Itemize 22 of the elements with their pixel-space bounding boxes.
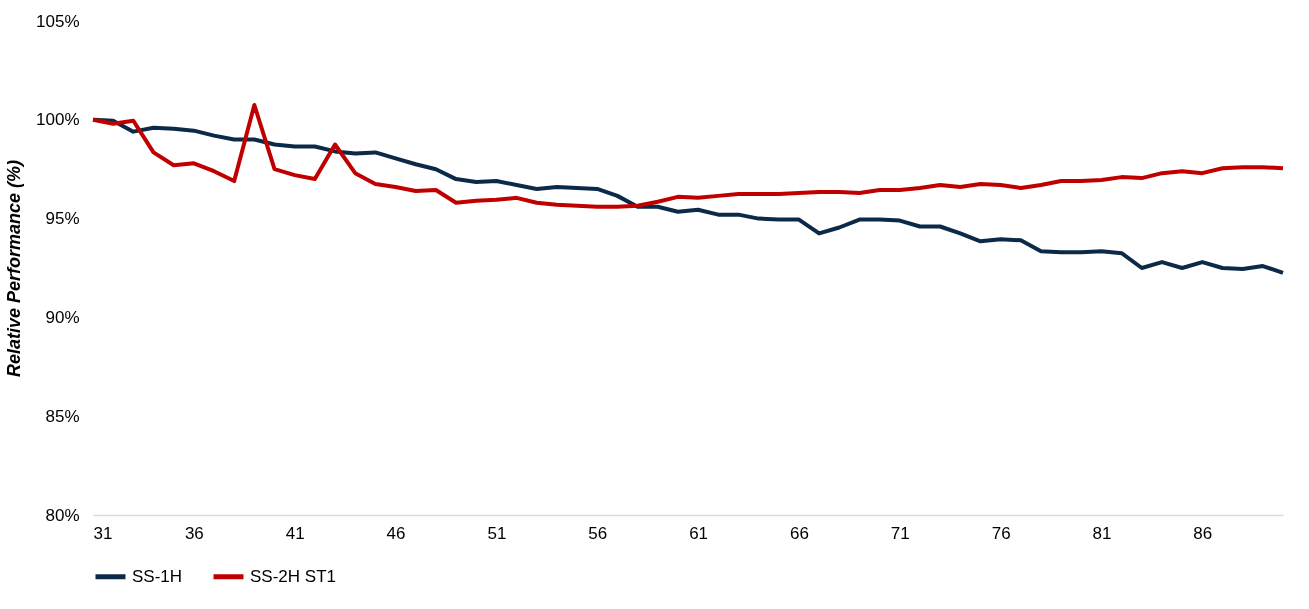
x-tick-label: 51: [487, 523, 507, 543]
x-tick-label: 46: [386, 523, 406, 543]
x-tick-label: 61: [689, 523, 709, 543]
legend-label: SS-1H: [132, 566, 183, 586]
y-tick-label: 90%: [45, 307, 80, 327]
legend-label: SS-2H ST1: [250, 566, 336, 586]
x-tick-label: 56: [588, 523, 608, 543]
x-tick-label: 76: [991, 523, 1011, 543]
x-tick-label: 66: [789, 523, 809, 543]
y-tick-label: 100%: [36, 110, 80, 130]
y-axis-title: Relative Performance (%): [4, 159, 25, 378]
x-tick-label: 86: [1193, 523, 1213, 543]
y-tick-label: 80%: [45, 505, 80, 525]
y-tick-label: 105%: [36, 11, 80, 31]
y-tick-label: 85%: [45, 406, 80, 426]
line-series: [91, 102, 1285, 209]
x-tick-label: 81: [1092, 523, 1112, 543]
x-tick-label: 71: [890, 523, 910, 543]
y-tick-label: 95%: [45, 209, 80, 229]
x-tick-label: 31: [93, 523, 113, 543]
x-tick-label: 36: [184, 523, 204, 543]
x-tick-label: 41: [285, 523, 305, 543]
